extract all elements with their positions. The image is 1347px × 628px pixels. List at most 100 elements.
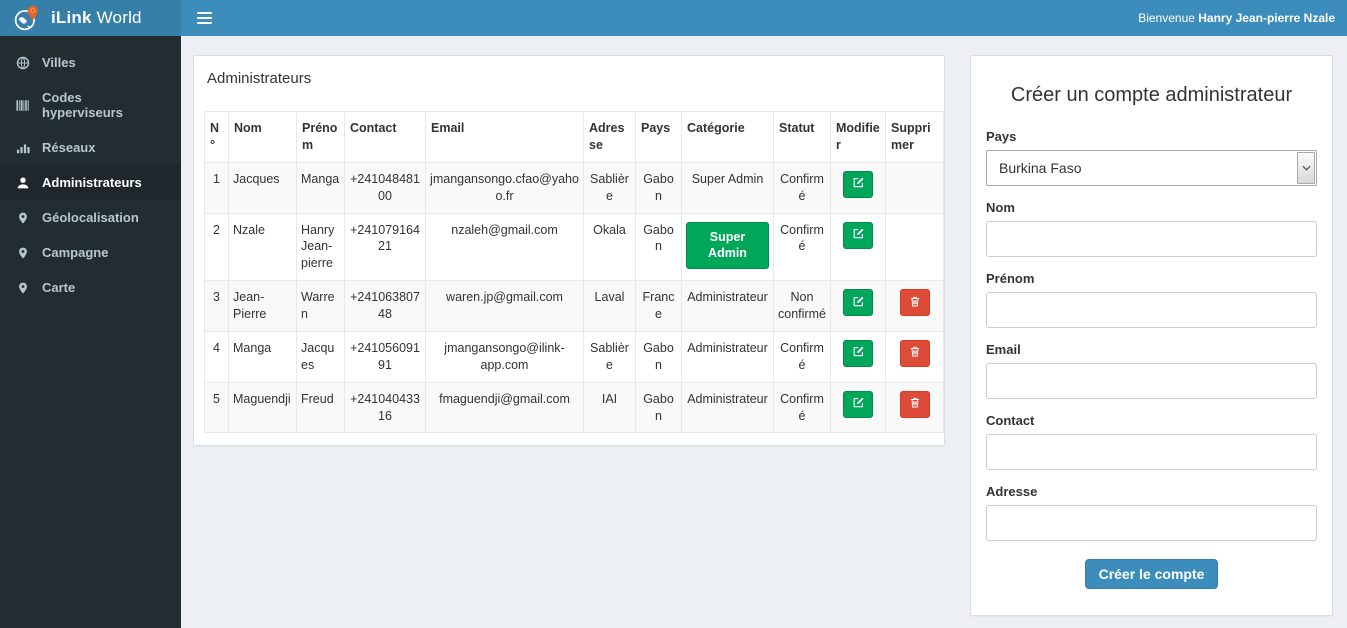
cell-adresse: Sablière: [583, 161, 636, 214]
cell-email: jmangansongo.cfao@yahoo.fr: [425, 161, 584, 214]
create-admin-form: Pays Burkina Faso Nom Prénom Email Contact Adr…: [986, 129, 1317, 541]
super-admin-badge[interactable]: Super Admin: [686, 221, 769, 270]
cell-nom: Jean-Pierre: [228, 280, 297, 332]
field-group-nom: Nom: [986, 200, 1317, 257]
cell-modifier: [830, 212, 886, 282]
cell-supprimer: [885, 381, 944, 434]
sidebar-item-label: Administrateurs: [42, 175, 142, 190]
administrators-panel: Administrateurs N° Nom Prénom Contact Email A…: [193, 55, 945, 447]
sidebar-item-label: Villes: [42, 55, 76, 70]
table-row: 4 Manga Jacques +24105609191 jmangansongo@il…: [204, 330, 944, 383]
delete-button[interactable]: [899, 289, 930, 317]
top-navbar: $ iLink World Bienvenue Hanry Jean-pierr…: [0, 0, 1347, 36]
trash-icon: [909, 345, 921, 361]
cell-email: jmangansongo@ilink-app.com: [425, 330, 584, 383]
edit-icon: [852, 396, 865, 412]
cell-contact: +24107916421: [344, 212, 426, 282]
table-row: 3 Jean-Pierre Warren +24106380748 waren.jp@g…: [204, 280, 944, 332]
field-group-adresse: Adresse: [986, 484, 1317, 541]
brand-title: iLink World: [51, 8, 142, 27]
trash-icon: [909, 396, 921, 412]
cell-contact: +24106380748: [344, 280, 426, 332]
sidebar-item-villes[interactable]: Villes: [0, 45, 181, 80]
cell-categorie: Super Admin: [681, 161, 774, 214]
cell-statut: Confirmé: [773, 212, 831, 282]
cell-statut: Confirmé: [773, 381, 831, 434]
edit-button[interactable]: [843, 339, 873, 367]
sidebar-item-reseaux[interactable]: Réseaux: [0, 130, 181, 165]
field-nom-input[interactable]: [986, 221, 1317, 257]
cell-email: nzaleh@gmail.com: [425, 212, 584, 282]
user-icon: [15, 176, 31, 190]
field-group-pays: Pays Burkina Faso: [986, 129, 1317, 186]
signal-bars-icon: [15, 141, 31, 154]
sidebar-item-carte[interactable]: Carte: [0, 270, 181, 305]
cell-statut: Confirmé: [773, 330, 831, 383]
field-label-email: Email: [986, 342, 1021, 357]
cell-email: fmaguendji@gmail.com: [425, 381, 584, 434]
cell-prenom: Jacques: [296, 330, 345, 383]
current-user-name: Hanry Jean-pierre Nzale: [1198, 11, 1335, 25]
cell-nom: Maguendji: [228, 381, 297, 434]
sidebar-item-codes-hyperviseurs[interactable]: Codes hyperviseurs: [0, 80, 181, 130]
sidebar: Villes Codes hyperviseurs Réseaux Administr…: [0, 36, 181, 628]
field-adresse-input[interactable]: [986, 505, 1317, 541]
sidebar-toggle-button[interactable]: [195, 8, 214, 28]
column-header-statut: Statut: [773, 111, 831, 163]
edit-icon: [852, 295, 865, 311]
cell-prenom: Hanry Jean-pierre: [296, 212, 345, 282]
field-label-contact: Contact: [986, 413, 1035, 428]
edit-button[interactable]: [843, 170, 873, 198]
column-header-modifier: Modifier: [830, 111, 886, 163]
brand: $ iLink World: [0, 0, 181, 36]
field-label-adresse: Adresse: [986, 484, 1038, 499]
administrators-table: N° Nom Prénom Contact Email Adresse Pays Catégo…: [204, 111, 944, 434]
cell-categorie: Administrateur: [681, 381, 774, 434]
sidebar-item-label: Géolocalisation: [42, 210, 139, 225]
sidebar-item-label: Campagne: [42, 245, 109, 260]
create-account-button[interactable]: Créer le compte: [1084, 559, 1219, 589]
field-label-prenom: Prénom: [986, 271, 1035, 286]
sidebar-item-campagne[interactable]: Campagne: [0, 235, 181, 270]
barcode-icon: [15, 99, 31, 112]
cell-modifier: [830, 330, 886, 383]
edit-button[interactable]: [843, 221, 873, 249]
edit-button[interactable]: [843, 289, 873, 317]
cell-numero: 5: [204, 381, 229, 434]
field-pays-select[interactable]: Burkina Faso: [986, 150, 1317, 186]
map-marker-icon: [15, 211, 31, 225]
field-label-nom: Nom: [986, 200, 1015, 215]
cell-prenom: Manga: [296, 161, 345, 214]
table-row: 1 Jacques Manga +24104848100 jmangansongo.cf…: [204, 161, 944, 214]
cell-adresse: Laval: [583, 280, 636, 332]
table-row: 5 Maguendji Freud +24104043316 fmaguendji@gm…: [204, 381, 944, 434]
table-row: 2 Nzale Hanry Jean-pierre +24107916421 nzale…: [204, 212, 944, 282]
cell-statut: Non confirmé: [773, 280, 831, 332]
cell-nom: Jacques: [228, 161, 297, 214]
cell-prenom: Freud: [296, 381, 345, 434]
field-pays-select-wrap: Burkina Faso: [986, 150, 1317, 186]
cell-prenom: Warren: [296, 280, 345, 332]
column-header-categorie: Catégorie: [681, 111, 774, 163]
ilink-logo-icon: $: [12, 3, 42, 33]
delete-button[interactable]: [899, 339, 930, 367]
user-menu[interactable]: Bienvenue Hanry Jean-pierre Nzale: [1138, 11, 1335, 25]
field-email-input[interactable]: [986, 363, 1317, 399]
globe-icon: [15, 56, 31, 70]
edit-button[interactable]: [843, 390, 873, 418]
cell-numero: 3: [204, 280, 229, 332]
sidebar-item-label: Carte: [42, 280, 76, 295]
trash-icon: [909, 295, 921, 311]
cell-nom: Nzale: [228, 212, 297, 282]
field-group-contact: Contact: [986, 413, 1317, 470]
cell-supprimer: [885, 161, 944, 214]
cell-categorie: Super Admin: [681, 212, 774, 282]
field-prenom-input[interactable]: [986, 292, 1317, 328]
sidebar-item-administrateurs[interactable]: Administrateurs: [0, 165, 181, 200]
sidebar-item-geolocalisation[interactable]: Géolocalisation: [0, 200, 181, 235]
cell-contact: +24104043316: [344, 381, 426, 434]
column-header-n: N°: [204, 111, 229, 163]
delete-button[interactable]: [899, 390, 930, 418]
field-contact-input[interactable]: [986, 434, 1317, 470]
sidebar-item-label: Réseaux: [42, 140, 96, 155]
